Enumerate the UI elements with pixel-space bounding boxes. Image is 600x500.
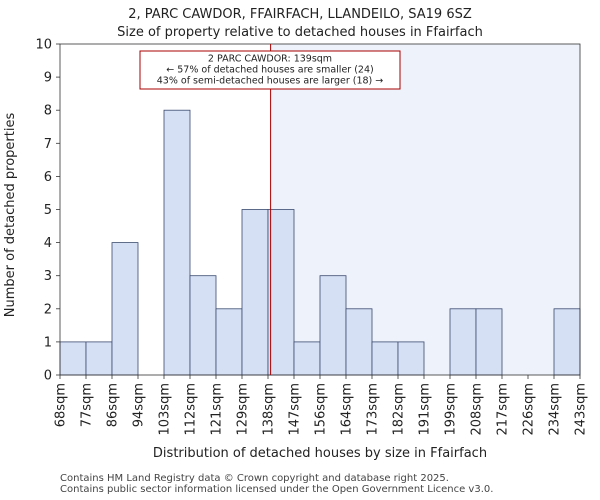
bar <box>371 341 399 376</box>
y-tick-label: 3 <box>44 269 52 284</box>
bar <box>293 341 321 376</box>
x-tick-label: 86sqm <box>106 383 121 427</box>
annotation-box <box>139 50 401 90</box>
y-tick-label: 6 <box>44 170 52 185</box>
y-tick-label: 2 <box>44 302 52 317</box>
bar <box>553 308 581 376</box>
bar <box>397 341 425 376</box>
y-tick-label: 9 <box>44 71 52 86</box>
x-tick-label: 243sqm <box>574 383 589 436</box>
annotation-line: ← 57% of detached houses are smaller (24… <box>166 65 373 76</box>
x-tick-label: 156sqm <box>314 383 329 436</box>
x-tick-label: 94sqm <box>132 383 147 427</box>
bar <box>85 341 113 376</box>
x-tick-label: 199sqm <box>444 383 459 436</box>
x-tick-label: 77sqm <box>80 383 95 427</box>
bar <box>267 209 295 376</box>
y-tick-label: 10 <box>35 38 52 53</box>
y-axis-label: Number of detached properties <box>3 113 18 318</box>
bar <box>111 242 139 376</box>
x-tick-label: 164sqm <box>340 383 355 436</box>
larger-region-highlight <box>270 44 580 375</box>
bar <box>449 308 477 376</box>
x-tick-label: 208sqm <box>470 383 485 436</box>
x-tick-label: 121sqm <box>210 383 225 436</box>
x-tick-label: 226sqm <box>522 383 537 436</box>
x-tick-label: 234sqm <box>548 383 563 436</box>
annotation-line: 43% of semi-detached houses are larger (… <box>157 76 384 87</box>
x-tick-label: 112sqm <box>184 383 199 436</box>
bar <box>241 209 269 376</box>
bar <box>59 341 87 376</box>
bar <box>319 275 347 376</box>
bar <box>215 308 243 376</box>
x-tick-label: 68sqm <box>54 383 69 427</box>
annotation-line: 2 PARC CAWDOR: 139sqm <box>208 54 332 65</box>
x-tick-label: 147sqm <box>288 383 303 436</box>
chart-title: 2, PARC CAWDOR, FFAIRFACH, LLANDEILO, SA… <box>128 7 472 22</box>
footer-line-1: Contains HM Land Registry data © Crown c… <box>60 473 449 484</box>
footer-line-2: Contains public sector information licen… <box>60 484 494 495</box>
y-tick-label: 1 <box>44 335 52 350</box>
x-tick-label: 138sqm <box>262 383 277 436</box>
bar <box>345 308 373 376</box>
y-tick-label: 0 <box>44 369 52 384</box>
bar <box>189 275 217 376</box>
y-tick-label: 7 <box>44 137 52 152</box>
x-tick-label: 182sqm <box>392 383 407 436</box>
x-tick-label: 129sqm <box>236 383 251 436</box>
bar <box>475 308 503 376</box>
chart-subtitle: Size of property relative to detached ho… <box>117 25 483 40</box>
x-tick-label: 217sqm <box>496 383 511 436</box>
y-tick-label: 5 <box>44 203 52 218</box>
x-tick-label: 173sqm <box>366 383 381 436</box>
x-axis-label: Distribution of detached houses by size … <box>153 446 487 461</box>
bar <box>163 109 191 376</box>
x-tick-label: 191sqm <box>418 383 433 436</box>
x-tick-label: 103sqm <box>158 383 173 436</box>
y-tick-label: 4 <box>44 236 52 251</box>
y-tick-label: 8 <box>44 104 52 119</box>
